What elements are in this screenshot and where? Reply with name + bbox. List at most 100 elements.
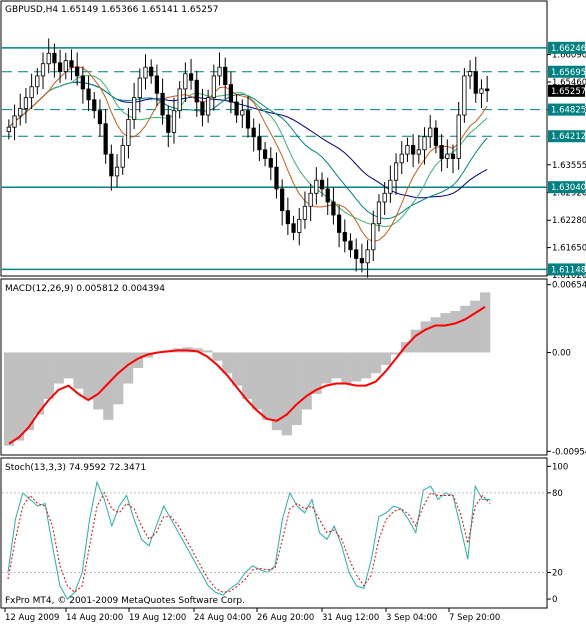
candle-body xyxy=(211,75,216,99)
level-price-label: 1.64825 xyxy=(551,106,586,116)
macd-bar xyxy=(43,352,54,400)
macd-bar xyxy=(123,352,134,384)
candle-body xyxy=(160,92,165,116)
candle-body xyxy=(234,101,239,116)
macd-bar xyxy=(331,352,342,379)
macd-bar xyxy=(430,317,441,353)
level-price-box xyxy=(548,41,585,54)
candle-body xyxy=(433,127,439,146)
candle-body xyxy=(223,66,228,85)
macd-bar xyxy=(450,311,461,353)
stoch-tick-label: 80 xyxy=(552,489,563,499)
candle-body xyxy=(120,145,125,168)
copyright-text: FxPro MT4, © 2001-2009 MetaQuotes Softwa… xyxy=(5,596,245,606)
candle-body xyxy=(143,66,148,79)
macd-bar xyxy=(261,352,273,420)
candle-body xyxy=(422,136,427,151)
macd-bar xyxy=(73,352,84,389)
macd-bar xyxy=(103,352,114,420)
candle-body xyxy=(86,88,91,101)
candle-body xyxy=(245,110,251,129)
candle-body xyxy=(46,52,51,65)
candle-body xyxy=(473,71,478,94)
candle-body xyxy=(302,205,308,220)
candle-body xyxy=(35,75,40,88)
price-tick-label: 1.65460 xyxy=(552,78,586,88)
candle-body xyxy=(479,88,484,94)
macd-bar xyxy=(480,292,491,353)
candle-body xyxy=(126,118,131,146)
price-tick-label: 1.61020 xyxy=(552,271,586,281)
price-tick-label: 1.63555 xyxy=(552,161,586,171)
level-price-label: 1.65695 xyxy=(551,68,586,78)
time-tick-label: 3 Sep 04:00 xyxy=(386,613,437,623)
candle-body xyxy=(291,223,296,233)
price-tick-label: 1.62280 xyxy=(552,216,586,226)
candle-body xyxy=(456,114,461,159)
stoch-lines xyxy=(7,480,491,600)
stoch-tick-label: 20 xyxy=(552,568,563,578)
macd-bar xyxy=(460,305,471,353)
macd-bar xyxy=(242,352,253,400)
level-price-label: 1.66246 xyxy=(551,44,586,54)
macd-bar xyxy=(351,352,362,382)
price-title: GBPUSD,H4 1.65149 1.65366 1.65141 1.6525… xyxy=(5,5,218,15)
candle-body xyxy=(354,249,359,259)
time-tick-label: 31 Aug 12:00 xyxy=(322,613,379,623)
candle-body xyxy=(206,97,211,116)
macd-bar xyxy=(470,300,481,353)
macd-bar xyxy=(361,352,372,379)
macd-bar xyxy=(232,352,243,386)
macd-bar xyxy=(202,350,213,353)
candle-body xyxy=(217,66,222,77)
macd-signal xyxy=(8,306,486,445)
time-tick-label: 26 Aug 20:00 xyxy=(257,613,314,623)
level-price-box xyxy=(548,103,585,116)
candle-body xyxy=(331,201,336,216)
price-tick-label: 1.66090 xyxy=(552,51,586,61)
candle-body xyxy=(308,192,313,207)
time-tick-label: 19 Aug 12:00 xyxy=(129,613,186,623)
candle-body xyxy=(274,166,279,190)
macd-bar xyxy=(222,352,233,374)
candle-body xyxy=(485,88,490,92)
candle-body xyxy=(393,162,399,181)
stoch-tick-label: 100 xyxy=(552,462,568,472)
candle-body xyxy=(348,240,353,251)
macd-bar xyxy=(370,352,382,374)
candle-body xyxy=(97,110,103,125)
time-tick-label: 12 Aug 2009 xyxy=(5,613,59,623)
candle-body xyxy=(200,101,205,116)
candle-body xyxy=(388,179,393,194)
macd-bar xyxy=(390,352,402,355)
candle-body xyxy=(342,231,347,242)
candle-body xyxy=(92,99,97,112)
candle-body xyxy=(57,62,63,72)
candle-body xyxy=(405,145,410,155)
candle-body xyxy=(365,249,370,264)
candle-body xyxy=(319,179,325,190)
macd-bar xyxy=(33,352,44,415)
macd-bar xyxy=(410,329,421,353)
candle-body xyxy=(228,84,234,103)
candle-body xyxy=(325,188,330,203)
level-price-box xyxy=(548,181,585,194)
macd-signal-line xyxy=(8,306,486,445)
macd-bar xyxy=(4,352,15,446)
macd-bar xyxy=(440,313,451,353)
price-candles xyxy=(6,38,490,278)
candle-body xyxy=(399,153,404,164)
macd-tick-label: 0.00654 xyxy=(552,281,586,291)
candle-body xyxy=(63,60,68,72)
macd-bar xyxy=(93,352,104,410)
candle-body xyxy=(359,258,364,264)
candle-body xyxy=(240,110,245,116)
macd-bar xyxy=(281,352,292,436)
candle-body xyxy=(132,97,137,120)
macd-bar xyxy=(420,321,431,353)
candle-body xyxy=(450,153,456,159)
candle-body xyxy=(416,149,421,155)
level-price-label: 1.64212 xyxy=(551,132,586,142)
stoch-title: Stoch(13,3,3) 74.9592 72.3471 xyxy=(5,463,146,473)
